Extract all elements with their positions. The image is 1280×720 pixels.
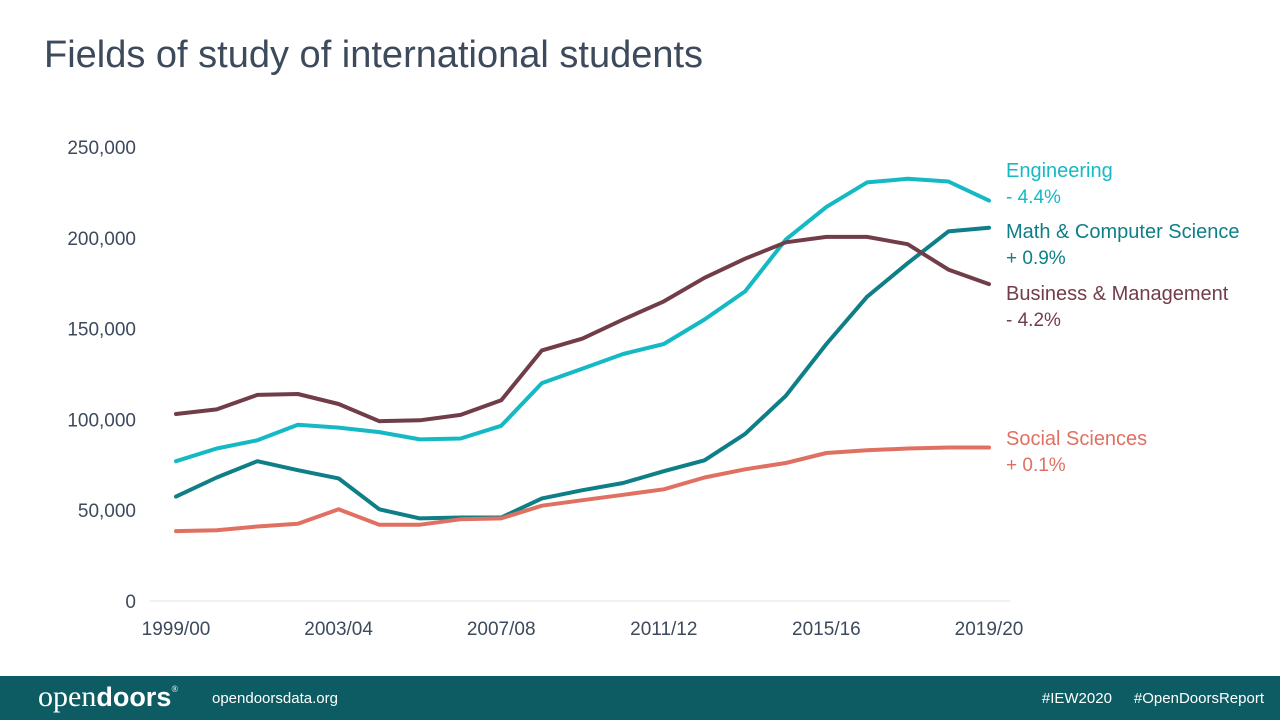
logo-bold-text: doors (96, 682, 172, 712)
series-change-math-computer-science: + 0.9% (1006, 248, 1066, 269)
line-chart: 0 50,000 100,000 150,000 200,000 250,000 1999… (67, 138, 1239, 640)
series-change-social-sciences: + 0.1% (1006, 455, 1066, 476)
x-tick-label: 2015/16 (792, 619, 861, 640)
x-tick-label: 2003/04 (304, 619, 373, 640)
website-link[interactable]: opendoorsdata.org (212, 690, 338, 707)
page-title: Fields of study of international student… (44, 34, 704, 76)
registered-mark: ® (171, 684, 179, 694)
hashtags: #IEW2020 #OpenDoorsReport (1020, 690, 1264, 707)
series-change-engineering: - 4.4% (1006, 187, 1061, 208)
logo-light-text: open (38, 680, 97, 713)
y-tick-label: 0 (125, 592, 136, 613)
series-line-social-sciences (174, 445, 991, 534)
series-line-math-computer-science (174, 225, 991, 521)
series-lines (174, 176, 991, 534)
hashtag-opendoors[interactable]: #OpenDoorsReport (1133, 690, 1264, 707)
y-tick-label: 50,000 (78, 501, 136, 522)
hashtag-iew[interactable]: #IEW2020 (1041, 690, 1112, 707)
x-tick-label: 2011/12 (630, 619, 697, 640)
x-axis: 1999/00 2003/04 2007/08 2011/12 2015/16 2019/… (142, 600, 1024, 640)
series-label-engineering: Engineering (1006, 160, 1113, 182)
series-change-business-management: - 4.2% (1006, 310, 1061, 331)
opendoors-logo[interactable]: opendoors® (38, 680, 178, 714)
series-label-math-computer-science: Math & Computer Science (1006, 221, 1239, 243)
series-line-engineering (174, 176, 991, 464)
x-tick-label: 2007/08 (467, 619, 536, 640)
y-tick-label: 100,000 (67, 410, 136, 431)
series-label-social-sciences: Social Sciences (1006, 428, 1147, 450)
series-line-business-management (174, 234, 991, 424)
y-tick-label: 250,000 (67, 138, 136, 159)
footer-bar: opendoors® opendoorsdata.org #IEW2020 #Op… (0, 676, 1280, 720)
y-axis: 0 50,000 100,000 150,000 200,000 250,000 (67, 138, 136, 613)
series-labels: Engineering - 4.4% Math & Computer Science… (1006, 160, 1239, 476)
y-tick-label: 200,000 (67, 229, 136, 250)
x-tick-label: 1999/00 (142, 619, 211, 640)
x-tick-label: 2019/20 (955, 619, 1024, 640)
y-tick-label: 150,000 (67, 320, 136, 341)
series-label-business-management: Business & Management (1006, 283, 1229, 305)
